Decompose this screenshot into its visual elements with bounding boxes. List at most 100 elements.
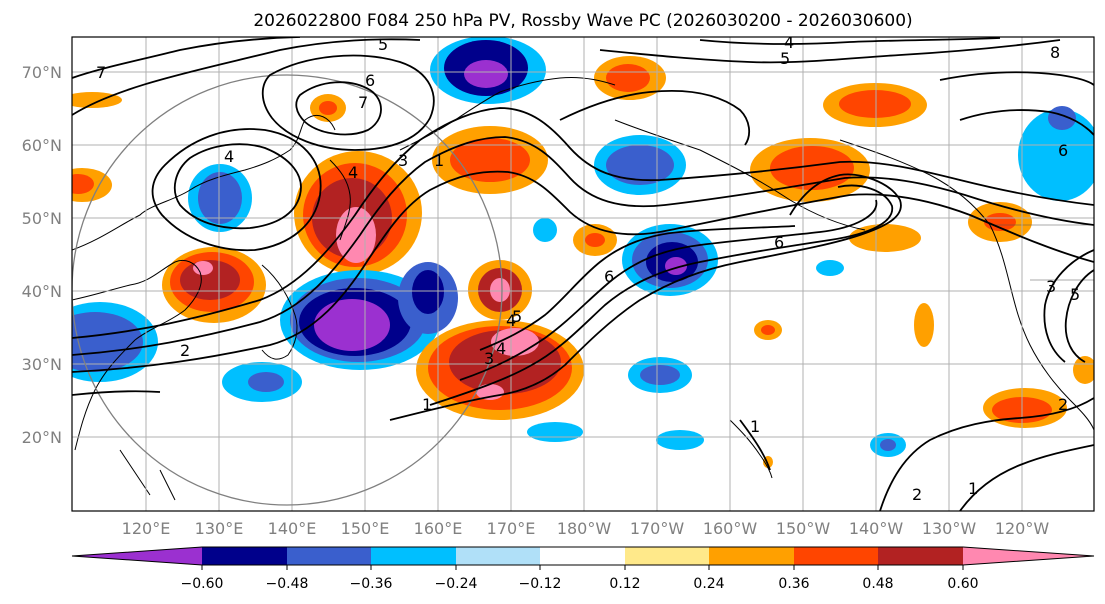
contour-label: 6 xyxy=(1058,141,1068,160)
colorbar-tick-label: 0.36 xyxy=(778,576,809,592)
coastline-asia xyxy=(72,115,336,251)
pv-contour-line xyxy=(1043,249,1094,363)
lat-label: 30°N xyxy=(22,355,62,374)
pv-contour-line xyxy=(429,184,893,406)
reference-circle xyxy=(72,74,503,506)
coastline-china xyxy=(72,259,202,451)
lon-label: 120°E xyxy=(122,519,171,538)
pv-contour-line xyxy=(479,225,796,351)
pv-contour-closed xyxy=(295,81,382,136)
contour-label: 1 xyxy=(422,395,432,414)
lon-label: 130°W xyxy=(922,519,977,538)
pv-contour-closed xyxy=(151,128,322,252)
contour-label: 5 xyxy=(512,307,522,326)
lat-label: 60°N xyxy=(22,136,62,155)
lon-label: 120°W xyxy=(995,519,1050,538)
pv-contour-line xyxy=(699,37,1001,45)
anomaly-patch-negative xyxy=(816,260,844,276)
anomaly-patch-positive xyxy=(72,174,94,194)
coastline-north-america xyxy=(839,139,1094,431)
contour-label: 6 xyxy=(604,267,614,286)
anomaly-patch-negative xyxy=(527,422,583,442)
lon-label: 140°E xyxy=(268,519,317,538)
pv-contour-line xyxy=(959,109,1094,136)
coastline-siberia xyxy=(399,77,616,151)
colorbar-tick-label: −0.24 xyxy=(435,576,478,592)
pv-contour-line xyxy=(459,199,878,381)
anomaly-patch-negative xyxy=(640,365,680,385)
colorbar-bin xyxy=(794,547,878,565)
contour-label: 5 xyxy=(780,49,790,68)
lon-label: 180°W xyxy=(557,519,612,538)
anomaly-patch-positive xyxy=(336,207,376,263)
anomaly-patch-positive xyxy=(770,146,854,190)
anomaly-patch-positive xyxy=(450,138,530,182)
anomaly-patch-negative xyxy=(880,439,896,451)
pv-contour-line xyxy=(72,37,301,79)
colorbar-tick-label: −0.60 xyxy=(181,576,224,592)
colorbar-tick-label: 0.12 xyxy=(609,576,640,592)
lat-label: 20°N xyxy=(22,428,62,447)
colorbar-tick-label: −0.36 xyxy=(350,576,393,592)
anomaly-patch-positive xyxy=(585,233,605,247)
lat-label: 40°N xyxy=(22,282,62,301)
coastline-sakhalin xyxy=(329,159,351,241)
colorbar-tick-label: 0.48 xyxy=(862,576,893,592)
map-frame xyxy=(71,36,1095,512)
colorbar-bin xyxy=(202,547,287,565)
lon-label: 130°E xyxy=(195,519,244,538)
pv-contour-closed xyxy=(173,143,302,230)
anomaly-patch-positive xyxy=(914,303,934,347)
pv-contour-line xyxy=(599,39,1061,64)
map-panel: 7 5 6 7 4 4 3 1 4 4 5 3 2 1 6 6 4 5 8 6 … xyxy=(72,33,1094,511)
lon-label: 160°E xyxy=(414,519,463,538)
coastline-hawaii xyxy=(729,419,773,479)
contour-label: 7 xyxy=(358,93,368,112)
lon-label: 160°W xyxy=(703,519,758,538)
pv-contour-line xyxy=(559,89,751,146)
coastline-japan xyxy=(261,264,298,360)
anomaly-patch-positive xyxy=(761,325,775,335)
anomaly-patch-negative xyxy=(1048,106,1076,130)
pv-contour-line xyxy=(72,390,161,396)
anomaly-patch-negative xyxy=(464,60,508,88)
lat-label: 50°N xyxy=(22,209,62,228)
colorbar-tick-label: −0.48 xyxy=(266,576,309,592)
colorbar-bin xyxy=(963,547,1094,565)
colorbar-tick-labels: −0.60 −0.48 −0.36 −0.24 −0.12 0.12 0.24 … xyxy=(181,576,979,592)
anomaly-patch-negative xyxy=(412,270,444,314)
lat-labels: 70°N 60°N 50°N 40°N 30°N 20°N xyxy=(22,63,62,447)
colorbar-bin xyxy=(72,547,202,565)
colorbar-bin xyxy=(625,547,709,565)
contour-label: 7 xyxy=(96,63,106,82)
colorbar-bin xyxy=(878,547,963,565)
anomaly-patch-negative xyxy=(248,372,284,392)
pv-contour-line xyxy=(72,170,1094,373)
figure-title: 2026022800 F084 250 hPa PV, Rossby Wave … xyxy=(253,11,912,31)
pv-contours xyxy=(72,37,1094,511)
pv-contour-line xyxy=(72,136,1094,356)
lat-label: 70°N xyxy=(22,63,62,82)
pv-contour-line xyxy=(959,444,1094,511)
colorbar-bins xyxy=(71,546,1095,566)
contour-label: 4 xyxy=(784,33,794,52)
lon-label: 150°W xyxy=(776,519,831,538)
contour-label: 1 xyxy=(968,479,978,498)
anomaly-patch-positive xyxy=(1073,356,1094,384)
anomaly-patch-negative xyxy=(656,430,704,450)
contour-label: 2 xyxy=(1058,395,1068,414)
contour-label: 4 xyxy=(506,311,516,330)
colorbar-bin xyxy=(287,547,371,565)
colorbar-tick-label: 0.60 xyxy=(947,576,978,592)
colorbar-tick-label: −0.12 xyxy=(519,576,562,592)
contour-label: 3 xyxy=(1046,277,1056,296)
anomaly-patch-negative xyxy=(1018,109,1094,201)
anomaly-patch-positive xyxy=(849,224,921,252)
pv-contour-closed xyxy=(261,54,435,151)
contour-label: 4 xyxy=(224,147,234,166)
contour-label: 6 xyxy=(365,71,375,90)
contour-label: 3 xyxy=(398,151,408,170)
pv-contour-line xyxy=(739,419,771,471)
contour-label: 6 xyxy=(774,233,784,252)
